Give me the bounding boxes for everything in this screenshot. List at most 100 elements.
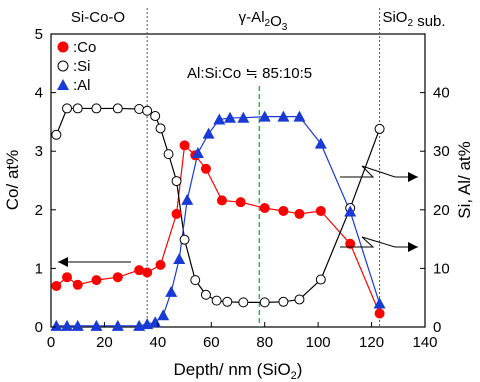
left-axis-arrowhead: [58, 257, 68, 267]
y-left-tick-label: 2: [35, 202, 43, 219]
region-label-si-co-o: Si-Co-O: [71, 9, 125, 26]
data-point-co: [142, 267, 153, 278]
legend-label-co: :Co: [73, 39, 96, 56]
data-point-si: [222, 296, 233, 307]
y-left-tick-label: 0: [35, 319, 43, 336]
data-point-al: [277, 110, 290, 122]
data-point-si: [72, 103, 83, 114]
data-point-al: [111, 319, 124, 331]
legend: :Co :Si :Al: [57, 39, 96, 94]
series-line-co: [55, 144, 381, 314]
data-point-co: [51, 280, 62, 291]
data-point-co: [374, 308, 385, 319]
data-point-al: [223, 111, 236, 123]
data-point-al: [293, 110, 306, 122]
data-point-co: [112, 272, 123, 283]
data-point-si: [134, 104, 145, 115]
data-point-si: [211, 295, 222, 306]
data-point-si: [374, 123, 385, 134]
data-point-al: [90, 319, 103, 331]
data-point-al: [314, 137, 327, 149]
data-point-co: [62, 272, 73, 283]
data-point-si: [150, 111, 161, 122]
data-point-al: [157, 309, 170, 321]
series-line-al: [56, 116, 381, 327]
plot-frame: [50, 33, 426, 328]
y-right-axis-label: Si, Al/ at%: [455, 141, 474, 218]
region-label-gamma-al2o3: γ-Al2O3: [239, 9, 288, 33]
y-left-tick-label: 1: [35, 260, 43, 277]
x-tick-label: 60: [203, 334, 220, 351]
y-right-tick-label: 40: [433, 85, 450, 102]
x-axis-ticks: 0 20 40 60 80 100 120 140: [47, 322, 438, 351]
data-point-co: [315, 205, 326, 216]
data-point-si: [142, 105, 153, 116]
data-point-si: [112, 103, 123, 114]
data-point-si: [190, 275, 201, 286]
right-axis-arrow-top: [340, 165, 418, 178]
right-axis-arrowhead-bottom: [408, 242, 418, 252]
y-left-axis-label: Co/ at%: [3, 150, 22, 210]
x-tick-label: 0: [47, 334, 55, 351]
y-left-tick-label: 4: [35, 85, 43, 102]
y-right-axis-ticks: 0 10 20 30 40: [420, 85, 450, 336]
series-line-si: [55, 107, 381, 303]
data-point-al: [71, 319, 84, 331]
legend-label-al: :Al: [73, 77, 91, 94]
data-point-al: [202, 127, 215, 139]
data-point-si: [163, 149, 174, 160]
data-point-al: [50, 319, 63, 331]
legend-marker-si: [57, 60, 69, 72]
legend-label-si: :Si: [73, 58, 91, 75]
data-point-si: [294, 294, 305, 305]
data-point-co: [216, 195, 227, 206]
series-lines: [55, 107, 381, 327]
x-axis-label: Depth/ nm (SiO2): [174, 360, 303, 382]
data-point-si: [278, 296, 289, 307]
x-tick-label: 140: [412, 334, 437, 351]
data-point-si: [200, 289, 211, 300]
data-point-co: [294, 208, 305, 219]
legend-marker-al: [57, 79, 69, 90]
right-axis-arrow-bottom: [340, 236, 418, 248]
y-right-tick-label: 0: [433, 319, 441, 336]
data-point-co: [179, 140, 190, 151]
x-tick-label: 100: [306, 334, 331, 351]
data-point-co: [200, 163, 211, 174]
data-point-al: [181, 193, 194, 205]
data-point-si: [259, 297, 270, 308]
data-point-al: [237, 111, 250, 123]
data-point-al: [61, 319, 74, 331]
data-point-al: [213, 113, 226, 125]
data-point-al: [165, 285, 178, 297]
data-point-si: [155, 123, 166, 134]
x-tick-label: 120: [359, 334, 384, 351]
x-tick-label: 80: [256, 334, 273, 351]
y-right-tick-label: 20: [433, 202, 450, 219]
data-point-si: [179, 234, 190, 245]
region-label-sio2-sub: SiO2 sub.: [382, 9, 445, 30]
data-point-al: [344, 205, 357, 217]
data-point-al: [373, 297, 386, 309]
data-point-co: [278, 205, 289, 216]
y-left-tick-label: 3: [35, 143, 43, 160]
y-right-tick-label: 10: [433, 260, 450, 277]
data-point-co: [345, 238, 356, 249]
data-point-co: [171, 208, 182, 219]
data-point-si: [315, 274, 326, 285]
data-point-co: [72, 279, 83, 290]
data-point-al: [258, 110, 271, 122]
data-point-si: [91, 103, 102, 114]
x-tick-label: 40: [150, 334, 167, 351]
data-point-si: [51, 129, 62, 140]
data-point-co: [259, 203, 270, 214]
data-point-si: [238, 297, 249, 308]
legend-marker-co: [57, 41, 69, 53]
data-point-co: [235, 197, 246, 208]
y-left-tick-label: 5: [35, 26, 43, 43]
data-point-si: [62, 103, 73, 114]
right-axis-arrowhead-top: [408, 172, 418, 182]
series-markers: [50, 103, 386, 331]
x-tick-label: 20: [96, 334, 113, 351]
